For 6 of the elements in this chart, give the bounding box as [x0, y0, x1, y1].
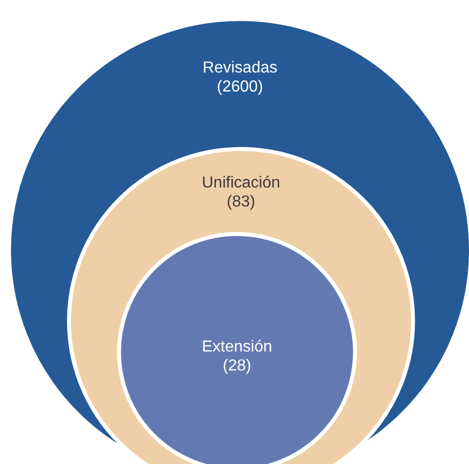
data-label: (83) — [226, 193, 256, 210]
data-label: (2600) — [216, 78, 264, 96]
data-label: (28) — [222, 357, 252, 374]
category-label: Revisadas — [202, 59, 278, 76]
category-label: Extensión — [202, 338, 272, 356]
category-label: Unificación — [202, 174, 280, 192]
